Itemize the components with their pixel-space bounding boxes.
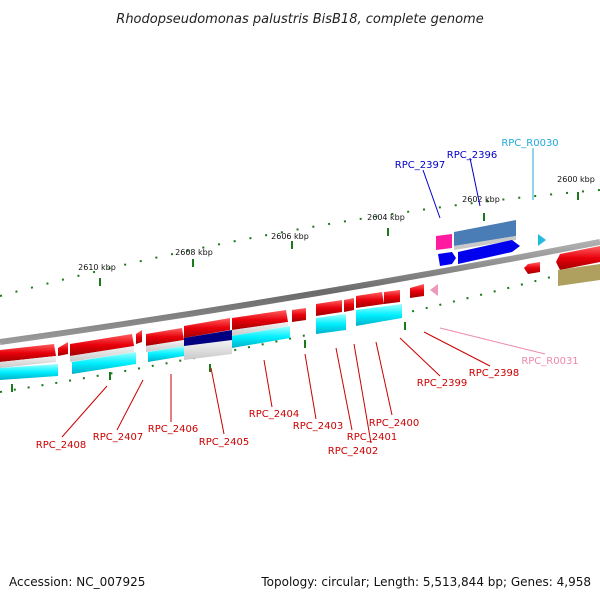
gene-RPC_R0031[interactable]	[430, 284, 438, 296]
genome-backbone	[0, 239, 600, 345]
scale-major-ticks	[99, 192, 579, 286]
gene-RPC_2398[interactable]	[410, 284, 424, 298]
forward-strand-genes	[436, 220, 600, 286]
gene-label-RPC_2405[interactable]: RPC_2405	[199, 437, 249, 448]
gene-RPC_2406-rna[interactable]	[148, 346, 184, 362]
gene-cds[interactable]	[136, 330, 142, 344]
gene-label-RPC_2404[interactable]: RPC_2404	[249, 409, 299, 420]
scale-tick-label: 2606 kbp	[271, 232, 309, 241]
gene-label-RPC_2408[interactable]: RPC_2408	[36, 440, 86, 451]
gene-RPC_2407-rna[interactable]	[72, 352, 136, 374]
gene-RPC_2400-rna[interactable]	[356, 304, 402, 326]
gene-label-RPC_2400[interactable]: RPC_2400	[369, 418, 419, 429]
scale-tick-label: 2604 kbp	[367, 213, 405, 222]
gene-RPC_2405-band	[184, 340, 232, 360]
gene-RPC_R0030[interactable]	[538, 234, 546, 246]
accession-text: Accession: NC_007925	[9, 575, 145, 589]
gene-RPC_2399[interactable]	[384, 290, 400, 304]
gene-cds[interactable]	[556, 246, 600, 270]
gene-label-RPC_2403[interactable]: RPC_2403	[293, 421, 343, 432]
gene-label-RPC_2401[interactable]: RPC_2401	[347, 432, 397, 443]
map-title: Rhodopseudomonas palustris BisB18, compl…	[116, 12, 483, 27]
callout-lines	[61, 148, 546, 444]
gene-feature[interactable]	[558, 264, 600, 286]
gene-cds[interactable]	[524, 262, 540, 274]
gene-label-RPC_2397[interactable]: RPC_2397	[395, 160, 445, 171]
gene-label-RPC_R0030[interactable]: RPC_R0030	[501, 138, 558, 149]
gene-RPC_2408-rna[interactable]	[0, 364, 58, 380]
gene-RPC_2404-band	[232, 322, 288, 336]
gene-label-RPC_2399[interactable]: RPC_2399	[417, 378, 467, 389]
scale-track-inner	[0, 263, 600, 393]
gene-RPC_2402-rna[interactable]	[316, 314, 346, 334]
scale-tick-label: 2610 kbp	[78, 263, 116, 272]
gene-RPC_2396-cds[interactable]	[458, 240, 520, 264]
gene-RPC_2396[interactable]	[454, 220, 516, 246]
scale-tick-label: 2602 kbp	[462, 195, 500, 204]
gene-RPC_2408-band	[0, 356, 56, 368]
gene-label-RPC_2406[interactable]: RPC_2406	[148, 424, 198, 435]
gene-RPC_2397[interactable]	[436, 234, 452, 250]
gene-cds[interactable]	[58, 342, 68, 356]
gene-RPC_2403[interactable]	[292, 308, 306, 322]
scale-tick-label: 2600 kbp	[557, 175, 595, 184]
gene-RPC_2406-band	[146, 340, 184, 352]
gene-RPC_2400[interactable]	[356, 292, 384, 308]
gene-RPC_2407[interactable]	[70, 334, 134, 356]
topology-text: Topology: circular; Length: 5,513,844 bp…	[260, 575, 591, 589]
gene-RPC_2404-rna[interactable]	[232, 326, 290, 348]
gene-label-RPC_2407[interactable]: RPC_2407	[93, 432, 143, 443]
gene-RPC_2396-rna	[454, 236, 516, 250]
gene-RPC_2405[interactable]	[184, 318, 230, 338]
reverse-strand-genes	[0, 284, 438, 380]
scale-minor-ticks-inner	[11, 322, 406, 392]
gene-RPC_2397-cds[interactable]	[438, 252, 456, 266]
gene-RPC_2407-band	[70, 346, 134, 362]
gene-label-RPC_R0031[interactable]: RPC_R0031	[521, 356, 578, 367]
scale-tick-label: 2608 kbp	[175, 248, 213, 257]
gene-RPC_2401[interactable]	[344, 298, 354, 312]
gene-RPC_2402[interactable]	[316, 300, 342, 316]
gene-label-RPC_2396[interactable]: RPC_2396	[447, 150, 497, 161]
gene-label-RPC_2398[interactable]: RPC_2398	[469, 368, 519, 379]
gene-label-RPC_2402[interactable]: RPC_2402	[328, 446, 378, 457]
gene-RPC_2404[interactable]	[232, 310, 288, 330]
